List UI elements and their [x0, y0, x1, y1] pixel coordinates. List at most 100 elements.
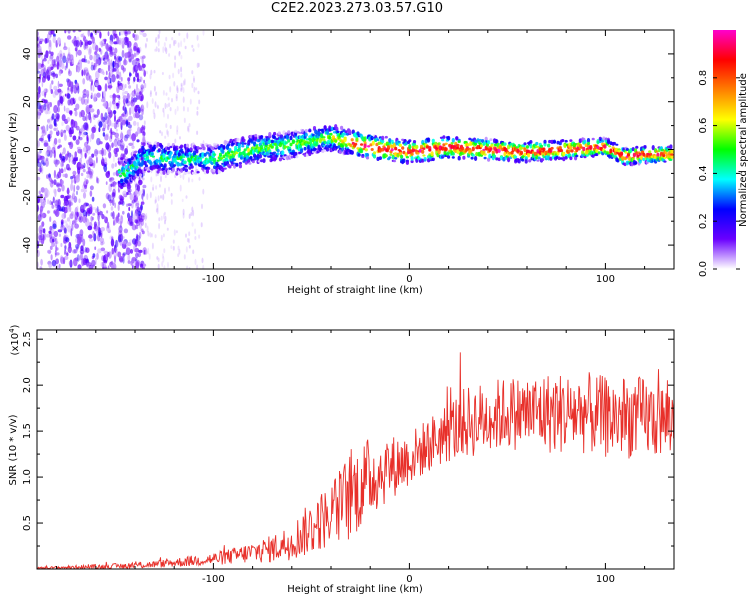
heatmap-ridge-cell	[470, 156, 474, 160]
heatmap-speckle	[102, 71, 105, 75]
heatmap-speckle	[182, 80, 185, 86]
heatmap-speckle	[55, 182, 61, 187]
heatmap-ridge-cell	[169, 151, 173, 155]
heatmap-speckle	[139, 46, 142, 53]
heatmap-speckle	[121, 113, 125, 118]
heatmap-speckle	[49, 149, 53, 158]
heatmap-ridge-cell	[298, 131, 302, 134]
heatmap-speckle	[41, 206, 43, 212]
heatmap-speckle	[153, 70, 156, 74]
heatmap-speckle	[118, 85, 123, 90]
heatmap-ridge-cell	[161, 158, 165, 163]
heatmap-speckle	[156, 207, 159, 215]
heatmap-speckle	[79, 39, 83, 48]
heatmap-ridge-cell	[361, 155, 365, 158]
heatmap-ridge-cell	[218, 152, 223, 157]
heatmap-speckle	[40, 201, 45, 209]
heatmap-speckle	[92, 253, 96, 258]
heatmap-speckle	[77, 167, 81, 175]
heatmap-speckle	[160, 215, 163, 221]
heatmap-speckle	[82, 168, 86, 173]
heatmap-speckle	[146, 193, 149, 201]
heatmap-speckle	[162, 193, 165, 201]
heatmap-speckle	[140, 67, 145, 72]
heatmap-ridge-cell	[621, 155, 625, 161]
heatmap-speckle	[69, 195, 73, 203]
heatmap-ridge-cell	[287, 139, 291, 143]
heatmap-speckle	[111, 131, 116, 135]
heatmap-speckle	[163, 265, 166, 269]
heatmap-ridge-cell	[203, 152, 207, 157]
heatmap-ridge-cell	[213, 165, 217, 170]
heatmap-speckle	[70, 119, 76, 128]
heatmap-ridge-cell	[263, 152, 267, 156]
heatmap-speckle	[95, 70, 100, 80]
heatmap-speckle	[115, 240, 119, 248]
heatmap-ridge-cell	[156, 142, 160, 147]
heatmap-speckle	[75, 175, 80, 179]
heatmap-ridge-cell	[405, 156, 409, 159]
heatmap-speckle	[51, 204, 55, 209]
heatmap-speckle	[164, 187, 166, 195]
heatmap-speckle	[141, 177, 145, 181]
heatmap-speckle	[76, 185, 80, 191]
heatmap-speckle	[66, 117, 71, 122]
heatmap-speckle	[55, 112, 60, 120]
heatmap-speckle	[60, 132, 63, 138]
heatmap-ridge-cell	[549, 156, 553, 161]
heatmap-speckle	[119, 120, 122, 126]
heatmap-speckle	[48, 69, 51, 74]
heatmap-speckle	[45, 50, 49, 59]
heatmap-ridge-cell	[274, 142, 278, 147]
heatmap-speckle	[195, 165, 198, 171]
heatmap-speckle	[103, 96, 106, 102]
heatmap-ridge-cell	[492, 154, 497, 159]
heatmap-ridge-cell	[228, 165, 232, 169]
heatmap-speckle	[129, 71, 131, 78]
heatmap-ridge-cell	[120, 179, 124, 183]
heatmap-speckle	[63, 105, 66, 112]
heatmap-ridge-cell	[656, 152, 660, 158]
heatmap-speckle	[165, 123, 168, 128]
heatmap-speckle	[136, 78, 139, 83]
heatmap-speckle	[183, 37, 186, 43]
heatmap-speckle	[93, 233, 97, 242]
heatmap-ridge-cell	[558, 145, 562, 151]
heatmap-ridge-cell	[444, 147, 448, 152]
heatmap-speckle	[80, 245, 84, 252]
heatmap-ridge-cell	[456, 149, 460, 155]
heatmap-speckle	[43, 103, 47, 111]
heatmap-speckle	[136, 206, 140, 212]
heatmap-speckle	[63, 46, 68, 51]
heatmap-speckle	[168, 74, 171, 80]
heatmap-speckle	[88, 46, 92, 54]
heatmap-speckle	[114, 114, 116, 123]
heatmap-ridge-cell	[155, 158, 159, 164]
heatmap-ridge-cell	[337, 145, 341, 149]
heatmap-ridge-cell	[202, 146, 206, 151]
heatmap-speckle	[163, 211, 166, 216]
heatmap-speckle	[81, 58, 86, 63]
heatmap-ridge-cell	[401, 138, 405, 141]
heatmap-speckle	[161, 253, 164, 259]
heatmap-speckle	[98, 141, 103, 145]
heatmap-ridge-cell	[616, 158, 620, 163]
heatmap-speckle	[73, 85, 76, 94]
heatmap-ridge-cell	[124, 179, 128, 184]
heatmap-ridge-cell	[529, 143, 533, 149]
heatmap-speckle	[87, 225, 93, 231]
heatmap-speckle	[141, 57, 144, 65]
heatmap-ridge-cell	[222, 154, 226, 159]
heatmap-speckle	[116, 94, 121, 99]
heatmap-ridge-cell	[287, 130, 291, 134]
heatmap-speckle	[59, 53, 63, 60]
heatmap-ridge-cell	[398, 143, 402, 147]
heatmap-ridge-cell	[175, 170, 179, 174]
heatmap-speckle	[49, 101, 52, 108]
x-tick-label: 0	[406, 274, 412, 285]
heatmap-ridge-cell	[572, 142, 577, 148]
heatmap-speckle	[77, 264, 82, 269]
heatmap-speckle	[102, 266, 108, 269]
heatmap-ridge-cell	[161, 148, 165, 154]
heatmap-ridge-cell	[317, 128, 321, 132]
